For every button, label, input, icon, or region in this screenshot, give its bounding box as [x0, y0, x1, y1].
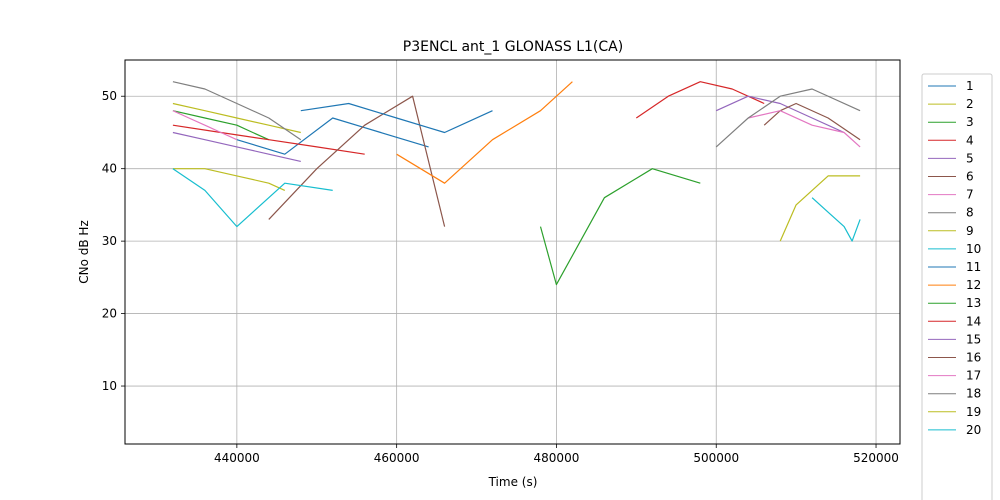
legend-label: 6 [966, 170, 974, 184]
x-tick-label: 520000 [853, 451, 899, 465]
series-line-8 [172, 81, 302, 141]
legend-label: 2 [966, 97, 974, 111]
series-line-10 [172, 168, 333, 228]
x-tick-label: 480000 [534, 451, 580, 465]
legend-label: 12 [966, 278, 981, 292]
series-line-14 [635, 81, 765, 119]
legend-label: 15 [966, 332, 981, 346]
plot-frame [124, 59, 901, 445]
legend-label: 7 [966, 188, 974, 202]
y-tick-label: 10 [102, 379, 117, 393]
y-tick-label: 40 [102, 162, 117, 176]
series-layer [172, 81, 861, 286]
legend-label: 19 [966, 405, 981, 419]
legend-label: 8 [966, 206, 974, 220]
legend-label: 1 [966, 79, 974, 93]
series-line-19 [779, 175, 861, 242]
y-axis-label: CNo dB Hz [77, 220, 91, 284]
series-line-20 [811, 197, 861, 242]
series-line-2 [172, 102, 301, 134]
series-line-5 [172, 131, 301, 162]
legend-label: 3 [966, 115, 974, 129]
legend-label: 10 [966, 242, 981, 256]
series-line-17 [748, 110, 861, 148]
x-tick-label: 500000 [693, 451, 739, 465]
legend-label: 13 [966, 296, 981, 310]
y-tick-label: 30 [102, 234, 117, 248]
grid-layer [125, 60, 900, 444]
legend-label: 5 [966, 151, 974, 165]
legend-box [921, 73, 993, 500]
series-line-13 [539, 168, 701, 286]
series-line-3 [172, 110, 270, 141]
legend-label: 17 [966, 369, 981, 383]
series-line-12 [396, 81, 573, 184]
legend-label: 20 [966, 423, 981, 437]
y-tick-label: 50 [102, 89, 117, 103]
legend-label: 11 [966, 260, 981, 274]
x-tick-label: 460000 [374, 451, 420, 465]
legend-label: 4 [966, 133, 974, 147]
x-axis-label: Time (s) [488, 475, 538, 489]
series-line-9 [172, 168, 286, 191]
chart-title: P3ENCL ant_1 GLONASS L1(CA) [403, 39, 623, 55]
y-tick-label: 20 [102, 307, 117, 321]
legend-label: 14 [966, 314, 981, 328]
series-line-15 [715, 95, 845, 134]
tick-layer: 440000 460000 480000 500000 520000 10 20 30 40 50 [102, 89, 899, 465]
series-line-1 [236, 117, 429, 155]
x-tick-label: 440000 [214, 451, 260, 465]
series-line-7 [172, 110, 238, 141]
series-line-16 [763, 102, 861, 141]
legend-label: 9 [966, 224, 974, 238]
legend-label: 18 [966, 387, 981, 401]
legend-label: 16 [966, 351, 981, 365]
series-line-18 [715, 88, 861, 148]
series-line-11 [300, 102, 493, 134]
series-line-4 [172, 124, 365, 155]
